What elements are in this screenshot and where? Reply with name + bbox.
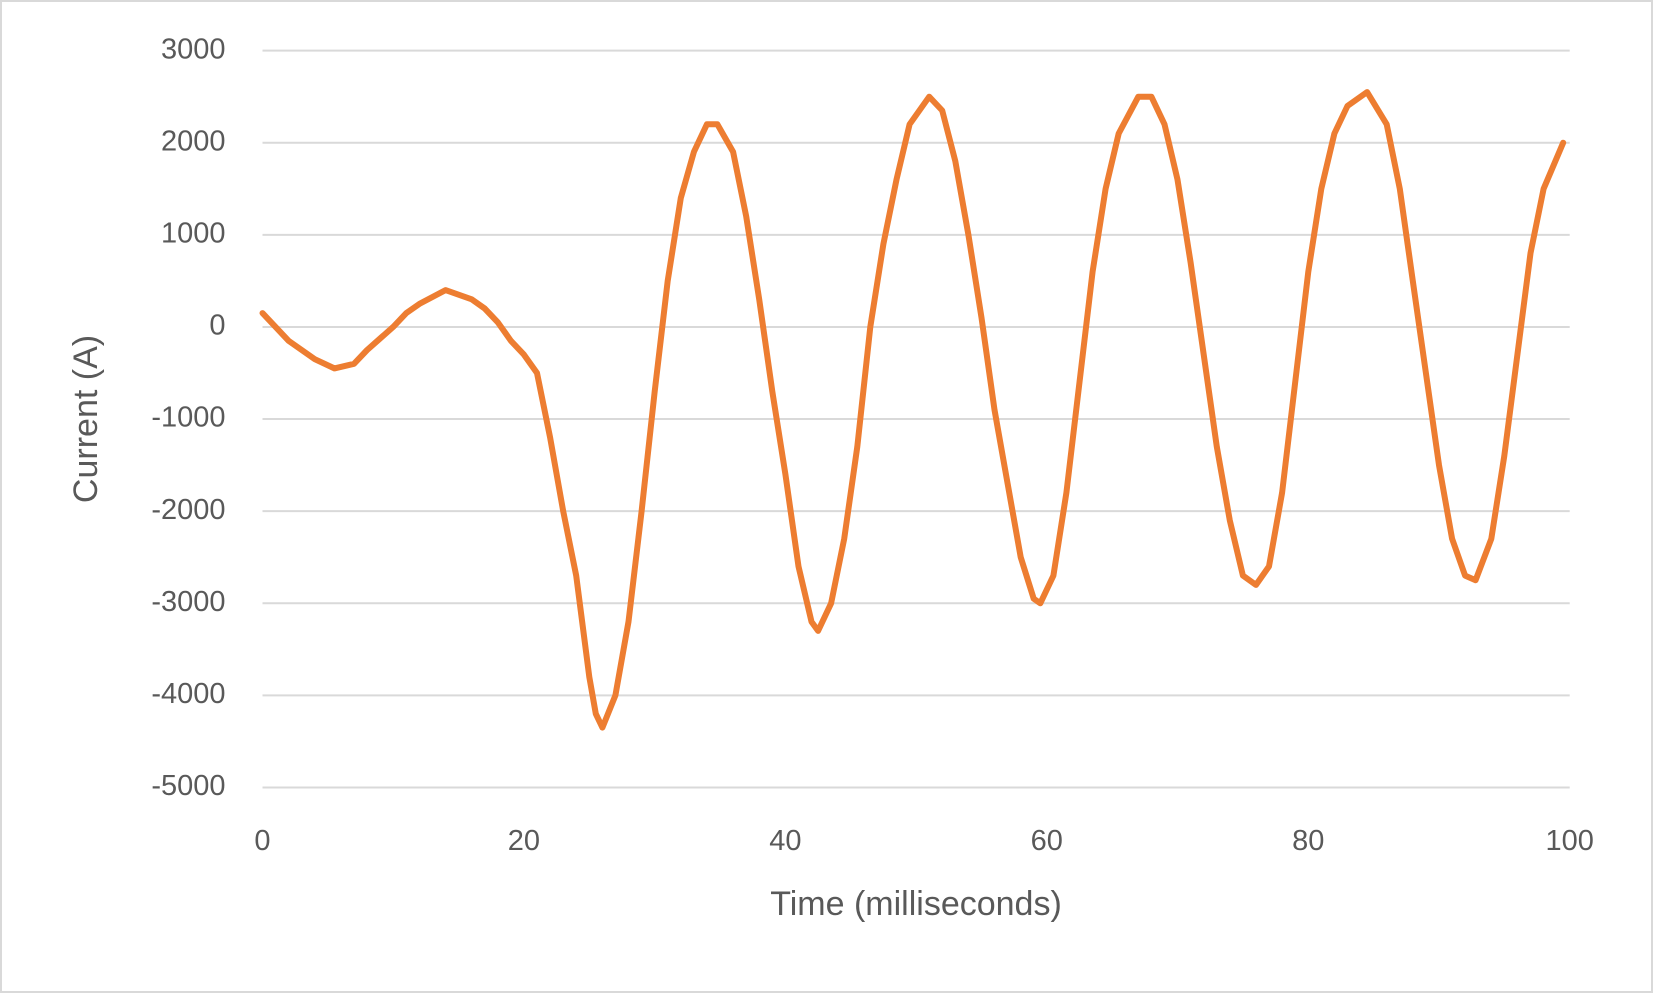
y-tick-label: 1000 [161, 217, 226, 249]
y-tick-label: 3000 [161, 33, 226, 65]
x-tick-label: 100 [1546, 825, 1594, 857]
y-tick-label: 0 [209, 310, 225, 342]
x-tick-label: 20 [508, 825, 540, 857]
x-tick-label: 0 [254, 825, 270, 857]
y-tick-label: -3000 [151, 586, 225, 618]
y-axis-label: Current (A) [67, 335, 105, 503]
x-tick-label: 60 [1031, 825, 1063, 857]
y-tick-label: -1000 [151, 402, 225, 434]
x-tick-label: 80 [1292, 825, 1324, 857]
x-tick-label: 40 [769, 825, 801, 857]
data-line [259, 89, 1567, 731]
y-tick-label: -2000 [151, 494, 225, 526]
y-tick-label: -4000 [151, 678, 225, 710]
y-tick-label: -5000 [151, 770, 225, 802]
x-axis-label: Time (milliseconds) [770, 885, 1062, 923]
y-tick-label: 2000 [161, 125, 226, 157]
